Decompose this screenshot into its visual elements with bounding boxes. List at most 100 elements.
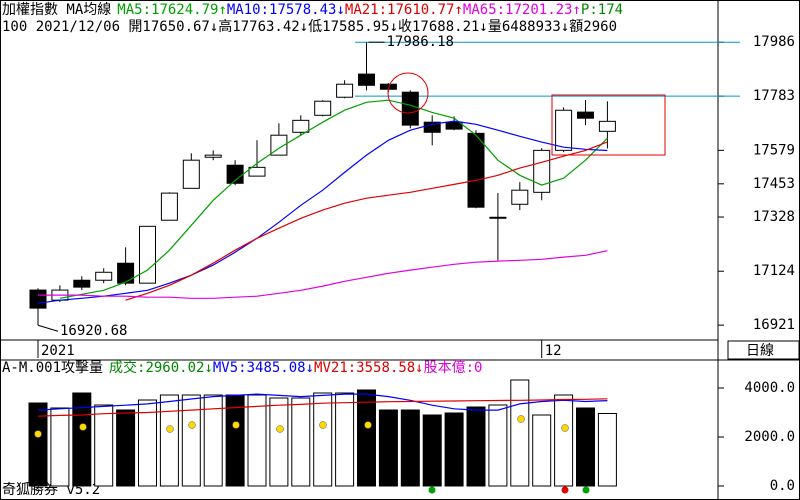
candle-body [577,111,594,119]
volume-title: A-M.001攻擊量 [2,359,103,376]
legend-entry: MA21:17610.77↑ [345,2,463,18]
line [37,120,608,304]
volume-bar [313,392,333,487]
candle-body [248,166,266,177]
candle-body [445,121,463,130]
annotation: 17986.18 [387,34,454,50]
signal-dot [34,430,42,438]
signal-dot [166,425,174,433]
volume-bar [138,399,157,487]
candle-body [292,119,310,133]
legend-extra: P:174 [581,2,623,18]
candle-body [511,189,529,205]
volume-bar [400,409,420,487]
signal-dot [79,423,87,431]
period-box [727,340,800,360]
volume-bar [335,392,355,487]
candle-body [117,262,135,284]
volume-bar [94,404,114,487]
candle-body [160,192,178,221]
candle-body [314,100,332,116]
volume-bar [597,412,617,487]
signal-dot [561,424,569,432]
candle-body [139,225,156,284]
line [37,398,608,417]
legend-entry: MV21:3558.58↓ [314,360,424,376]
candle-body [401,91,419,126]
candle-body [336,83,354,98]
volume-bar [378,409,398,487]
legend-entry: MV5:3485.08↓ [213,360,314,376]
signal-dot [364,421,372,429]
signal-dot [188,421,196,429]
volume-bar [532,414,552,487]
volume-bar [510,379,530,487]
y-tick-label: 16921 [753,317,795,333]
signal-dot [582,486,590,494]
signal-dot [232,421,240,429]
signal-dot [561,486,569,494]
legend-entry: 成交:2960.02↓ [109,359,213,376]
legend-row: 加權指數 MA均線 MA5:17624.79↑MA10:17578.43↓MA21… [2,2,623,18]
volume-bar [576,407,595,487]
volume-bar [159,394,179,487]
volume-bar [50,407,70,487]
y-tick-label: 0.0 [770,478,795,494]
candle-body [182,159,200,189]
volume-bar [357,389,376,487]
x-tick-label: 12 [545,343,562,359]
y-tick-label: 17986 [753,34,795,50]
volume-bar [203,394,223,487]
highlight-box [551,94,666,156]
volume-bar [28,402,48,487]
volume-legend: A-M.001攻擊量 成交:2960.02↓MV5:3485.08↓MV21:35… [2,359,482,376]
signal-dot [276,425,284,433]
y-tick-label: 17579 [753,142,795,158]
legend-entry: MA10:17578.43↓ [227,2,345,18]
volume-bar [554,394,574,487]
volume-bar [247,394,267,487]
y-tick-label: 17328 [753,209,795,225]
volume-bar [466,406,486,487]
volume-bar [444,412,464,487]
volume-bar [181,394,201,487]
highlight-circle [387,72,429,114]
candle-body [204,154,222,158]
candle-body [95,271,113,281]
candle-body [423,121,441,133]
signal-dots [34,415,569,438]
annotation-leader [37,324,59,332]
candle-body [358,73,375,86]
period-label: 日線 [746,343,774,359]
line [59,99,608,299]
signal-dot [428,486,436,494]
signal-dot [517,415,525,423]
candle-body [489,216,507,219]
line [38,250,608,299]
legend-entry: MA5:17624.79↑ [117,2,227,18]
candle-body [29,289,47,309]
chart-title: 加權指數 MA均線 [2,2,111,18]
volume-bar [269,397,289,487]
x-tick-label: 2021 [41,343,75,359]
candle-body [73,279,91,288]
quote-row: 100 2021/12/06 開17650.67↓高17763.42↓低1758… [2,18,617,35]
volume-bar [72,392,92,487]
line [37,393,608,411]
line [125,141,608,301]
signal-dot [319,421,327,429]
candle-body [270,134,288,156]
volume-bar [116,409,136,487]
volume-bar [488,404,508,487]
legend-extra: 股本億:0 [424,360,483,376]
y-tick-label: 17783 [753,88,795,104]
annotation: 16920.68 [60,323,127,339]
y-tick-label: 17124 [753,263,795,279]
volume-bar [422,414,442,487]
candle-body [533,149,551,193]
candle-body [467,132,485,208]
candle-body [598,120,616,132]
marks: 17986 17783 17579 17453 17328 17124 16921 2021 1… [28,34,795,494]
volume-bar [225,394,245,487]
y-tick-label: 4000.0 [744,380,795,396]
